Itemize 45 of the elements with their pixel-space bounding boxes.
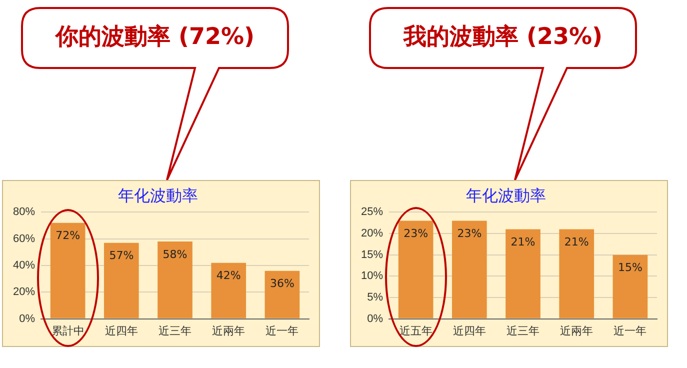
x-tick-label: 累計中 — [51, 324, 84, 338]
y-tick-label: 60% — [12, 232, 36, 245]
data-label: 72% — [56, 229, 80, 242]
y-tick-label: 5% — [367, 292, 384, 304]
y-tick-label: 0% — [367, 312, 384, 325]
bar — [612, 254, 648, 318]
y-tick-label: 40% — [12, 260, 36, 272]
y-tick-label: 0% — [19, 312, 36, 325]
speech-bubble: 你的波動率 (72%) — [20, 6, 290, 180]
x-tick-label: 近五年 — [399, 324, 432, 338]
y-tick-label: 10% — [360, 270, 384, 282]
data-label: 15% — [618, 261, 642, 274]
y-tick-label: 80% — [12, 206, 36, 218]
bar — [158, 242, 192, 318]
bar — [264, 270, 300, 318]
bar — [559, 229, 594, 318]
data-label: 57% — [109, 249, 134, 262]
bar — [104, 242, 139, 318]
chart-title: 年化波動率 — [466, 186, 546, 205]
data-label: 21% — [510, 236, 536, 249]
x-tick-label: 近兩年 — [212, 324, 246, 338]
data-label: 21% — [564, 236, 589, 249]
y-tick-label: 20% — [360, 228, 384, 240]
y-tick-label: 25% — [360, 206, 384, 218]
bar — [398, 220, 434, 318]
bar — [50, 222, 86, 318]
chart-title: 年化波動率 — [118, 186, 198, 205]
x-tick-label: 近四年 — [104, 324, 138, 338]
bar — [211, 262, 246, 318]
data-label: 58% — [162, 248, 188, 261]
speech-bubble: 我的波動率 (23%) — [368, 6, 638, 180]
x-tick-label: 近三年 — [158, 324, 192, 338]
y-tick-label: 15% — [360, 248, 384, 261]
x-tick-label: 近兩年 — [560, 324, 594, 338]
bar — [506, 229, 540, 318]
y-tick-label: 20% — [12, 286, 36, 298]
bar — [452, 220, 487, 318]
x-tick-label: 近三年 — [506, 324, 540, 338]
data-label: 36% — [270, 277, 294, 290]
x-tick-label: 近一年 — [266, 324, 299, 338]
data-label: 23% — [404, 227, 428, 240]
data-label: 23% — [457, 227, 482, 240]
x-tick-label: 近一年 — [614, 324, 647, 338]
data-label: 42% — [216, 269, 241, 282]
x-tick-label: 近四年 — [452, 324, 486, 338]
